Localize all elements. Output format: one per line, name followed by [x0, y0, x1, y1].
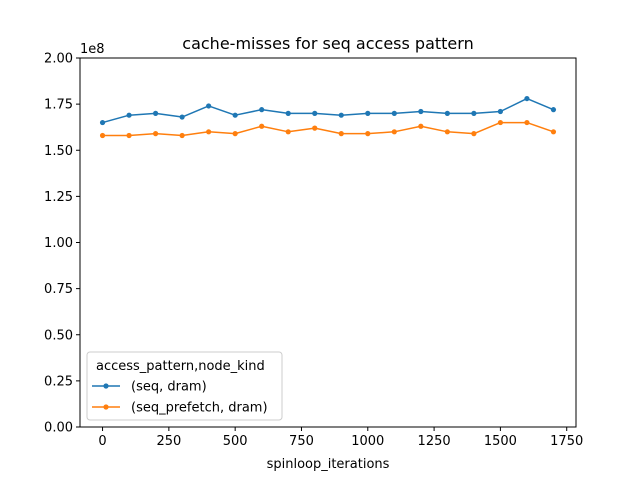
data-point — [232, 112, 238, 118]
x-tick-label: 1250 — [418, 434, 451, 449]
x-tick-label: 0 — [98, 434, 106, 449]
data-point — [550, 129, 557, 135]
x-tick-label: 750 — [289, 434, 314, 449]
data-point — [232, 131, 238, 137]
series-line — [102, 97, 554, 124]
legend-title: access_pattern,node_kind — [96, 359, 265, 374]
legend: access_pattern,node_kind (seq, dram) (seq… — [86, 351, 283, 421]
data-point — [497, 108, 504, 115]
legend-marker — [103, 404, 109, 410]
data-point — [152, 110, 159, 116]
data-point — [259, 123, 265, 129]
data-point — [365, 110, 371, 116]
data-point — [391, 129, 397, 135]
y-tick-label: 1.25 — [44, 190, 73, 205]
y-tick-label: 1.50 — [44, 144, 73, 159]
data-point — [126, 132, 132, 139]
data-point — [126, 112, 132, 118]
data-point — [179, 114, 185, 120]
data-point — [550, 107, 557, 113]
data-point — [338, 131, 344, 137]
data-point — [99, 119, 106, 126]
data-point — [391, 110, 397, 116]
data-point — [152, 131, 159, 137]
y-tick-label: 1.00 — [44, 236, 73, 251]
x-tick-label: 1500 — [484, 434, 517, 449]
data-point — [497, 119, 504, 126]
y-tick-label: 0.75 — [44, 282, 73, 297]
x-tick-label: 1750 — [550, 434, 583, 449]
legend-box — [86, 351, 283, 421]
x-axis-label: spinloop_iterations — [267, 457, 390, 472]
x-tick-label: 250 — [156, 434, 181, 449]
data-point — [206, 103, 212, 109]
y-tick-label: 0.50 — [44, 328, 73, 343]
y-axis: 0.00 0.25 0.50 0.75 1.00 1.25 1.50 1.75 2.00 — [44, 52, 80, 436]
y-tick-label: 2.00 — [44, 52, 73, 67]
data-point — [312, 110, 318, 116]
series-0 — [99, 95, 557, 126]
data-point — [285, 129, 291, 135]
x-tick-label: 500 — [223, 434, 248, 449]
data-point — [471, 110, 477, 116]
data-point — [179, 132, 185, 139]
data-point — [312, 125, 318, 131]
data-point — [285, 110, 291, 116]
series-line — [102, 121, 554, 137]
series-1 — [99, 119, 557, 139]
data-point — [365, 131, 371, 137]
y-tick-label: 0.25 — [44, 374, 73, 389]
data-point — [524, 95, 530, 102]
data-point — [444, 110, 450, 116]
chart-title: cache-misses for seq access pattern — [182, 34, 473, 53]
data-point — [338, 112, 344, 118]
y-tick-label: 1.75 — [44, 98, 73, 113]
legend-entry-label: (seq_prefetch, dram) — [131, 401, 268, 416]
data-point — [524, 119, 530, 126]
data-point — [259, 107, 265, 113]
series-layer — [99, 95, 557, 139]
y-tick-label: 0.00 — [44, 421, 73, 436]
data-point — [418, 123, 424, 129]
data-point — [99, 132, 106, 139]
y-offset-label: 1e8 — [80, 42, 105, 57]
x-axis: 0 250 500 750 1000 1250 1500 1750 — [98, 427, 583, 449]
legend-marker — [103, 383, 109, 389]
data-point — [418, 108, 424, 115]
data-point — [471, 131, 477, 137]
data-point — [444, 129, 450, 135]
data-point — [206, 129, 212, 135]
legend-entry-label: (seq, dram) — [131, 380, 207, 395]
x-tick-label: 1000 — [351, 434, 384, 449]
